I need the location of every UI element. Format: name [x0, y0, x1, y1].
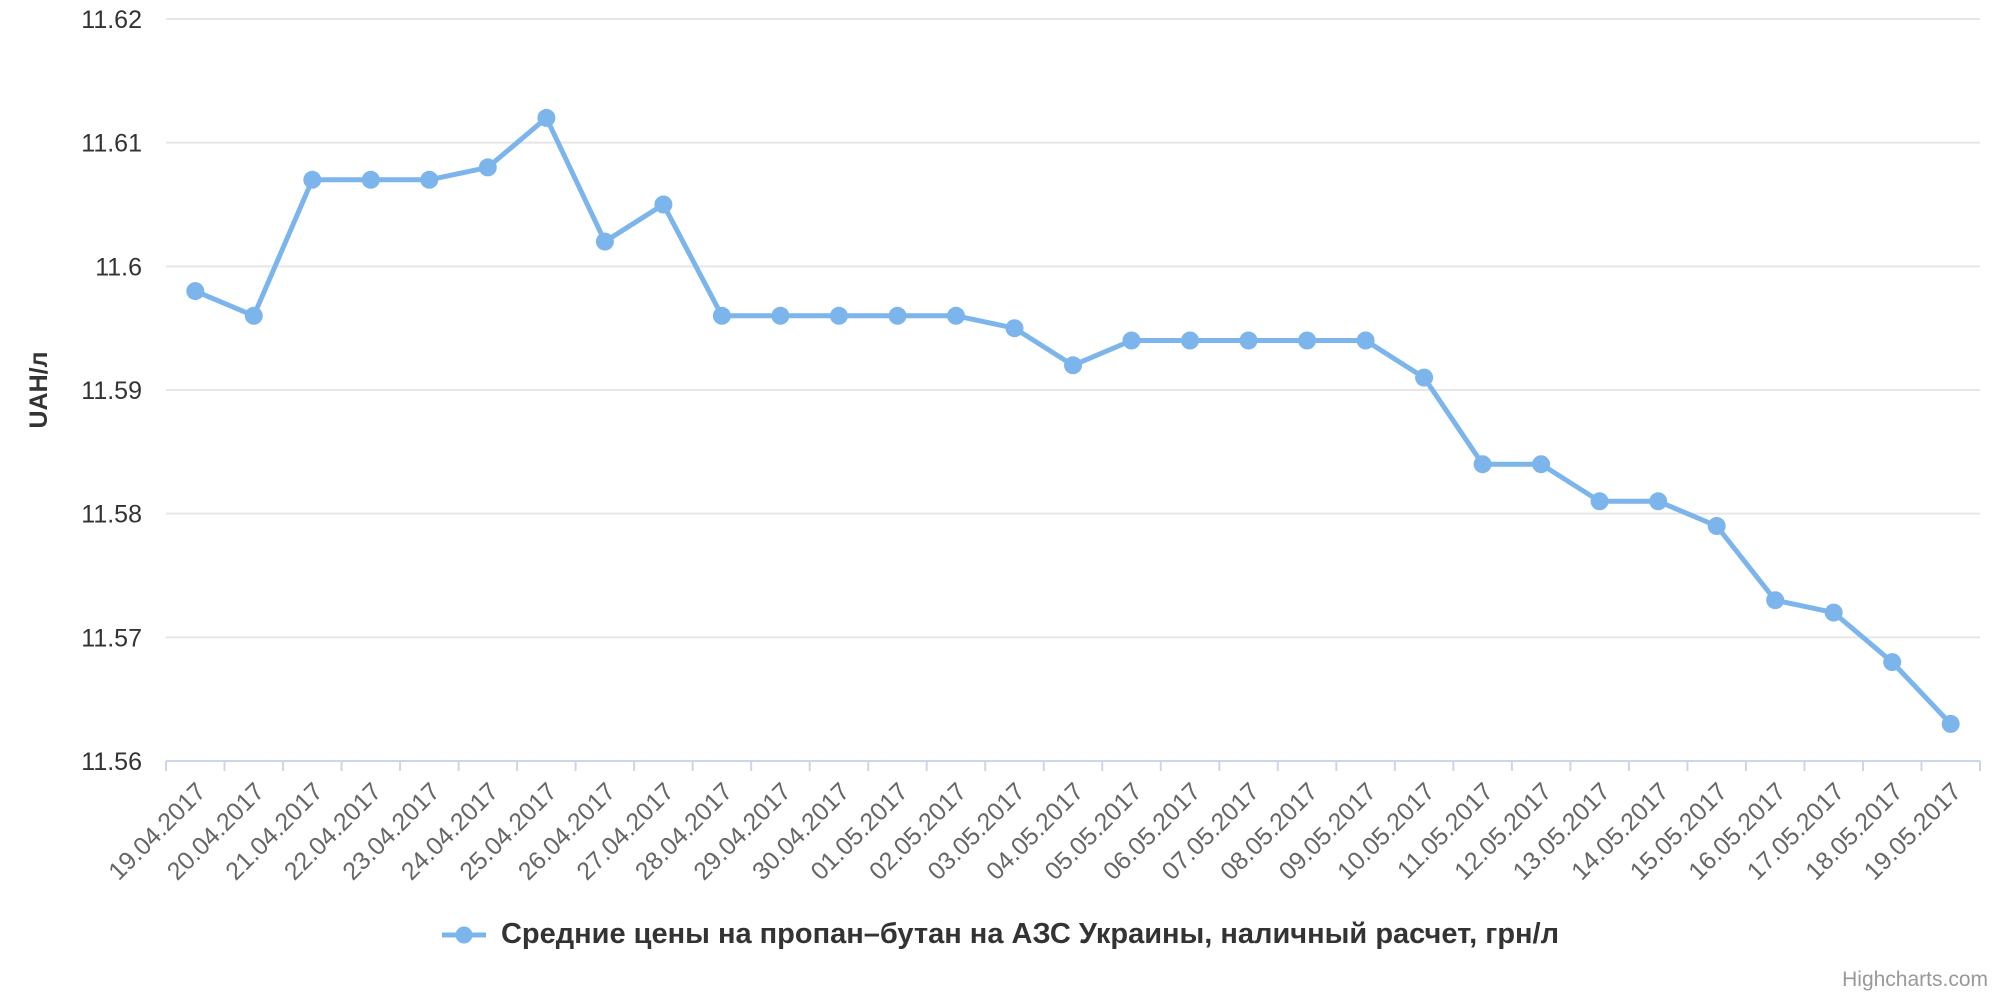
data-point-marker[interactable] — [1941, 714, 1960, 733]
y-axis-tick-label: 11.57 — [81, 624, 142, 652]
data-point-marker[interactable] — [888, 306, 907, 325]
data-point-marker[interactable] — [186, 282, 205, 301]
data-point-marker[interactable] — [1883, 653, 1902, 672]
legend-series-label: Средние цены на пропан–бутан на АЗС Укра… — [500, 918, 1560, 950]
y-axis-tick-label: 11.62 — [81, 6, 142, 34]
data-point-marker[interactable] — [1122, 331, 1141, 350]
legend-item[interactable]: Средние цены на пропан–бутан на АЗС Укра… — [0, 918, 2000, 951]
data-point-marker[interactable] — [361, 170, 380, 189]
data-point-marker[interactable] — [1824, 603, 1843, 622]
data-point-marker[interactable] — [829, 306, 848, 325]
y-axis-tick-label: 11.6 — [95, 253, 142, 281]
data-point-marker[interactable] — [1064, 356, 1082, 375]
data-point-marker[interactable] — [771, 306, 790, 325]
highcharts-credits-link[interactable]: Highcharts.com — [1842, 968, 1988, 991]
data-point-marker[interactable] — [595, 232, 614, 251]
data-point-marker[interactable] — [537, 108, 556, 127]
data-point-marker[interactable] — [244, 306, 263, 325]
data-point-marker[interactable] — [1298, 331, 1317, 350]
y-axis-tick-label: 11.58 — [81, 501, 142, 529]
data-point-marker[interactable] — [1766, 591, 1785, 610]
data-point-marker[interactable] — [1181, 331, 1199, 350]
data-point-marker[interactable] — [478, 158, 497, 177]
data-point-marker[interactable] — [1005, 319, 1024, 338]
data-point-marker[interactable] — [1356, 331, 1375, 350]
data-point-marker[interactable] — [303, 170, 322, 189]
y-axis-tick-label: 11.61 — [81, 130, 142, 158]
y-axis-tick-label: 11.59 — [81, 377, 142, 405]
data-point-marker[interactable] — [1473, 455, 1492, 474]
series-line — [192, 115, 1954, 727]
data-point-marker[interactable] — [1415, 368, 1434, 387]
data-point-marker[interactable] — [1649, 492, 1668, 511]
y-axis-title: UAH/л — [25, 352, 53, 429]
data-point-marker[interactable] — [947, 306, 965, 325]
data-point-marker[interactable] — [1590, 492, 1609, 511]
data-point-marker[interactable] — [1707, 517, 1726, 535]
data-point-marker[interactable] — [712, 306, 731, 325]
data-point-marker[interactable] — [1532, 455, 1551, 474]
data-point-marker[interactable] — [420, 170, 439, 189]
data-point-marker[interactable] — [654, 195, 673, 214]
y-axis-tick-label: 11.56 — [81, 748, 142, 776]
legend-series-marker-icon — [441, 926, 486, 943]
data-point-marker[interactable] — [1239, 331, 1258, 350]
